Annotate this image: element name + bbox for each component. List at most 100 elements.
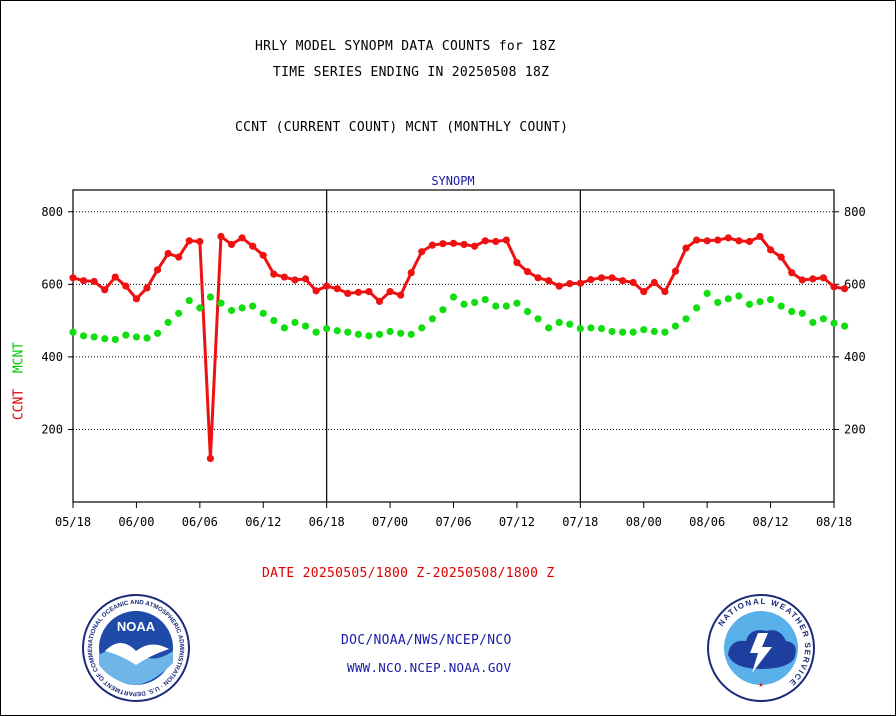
chart-title-line1: HRLY MODEL SYNOPM DATA COUNTS for 18Z	[255, 39, 556, 54]
data-point-mcnt	[238, 304, 246, 312]
data-point-mcnt	[534, 315, 542, 323]
data-point-ccnt	[90, 277, 98, 286]
x-tick-label: 08/00	[626, 515, 662, 529]
data-point-mcnt	[312, 328, 320, 336]
x-tick-label: 08/06	[689, 515, 725, 529]
series-ccnt	[69, 232, 849, 463]
data-point-mcnt	[333, 327, 341, 335]
org-path-link[interactable]: DOC/NOAA/NWS/NCEP/NCO	[341, 633, 512, 648]
data-point-ccnt	[196, 237, 204, 246]
x-tick-label: 06/18	[309, 515, 345, 529]
data-point-mcnt	[79, 332, 88, 340]
data-point-mcnt	[206, 293, 215, 301]
data-point-ccnt	[608, 274, 616, 282]
data-point-ccnt	[724, 234, 732, 242]
data-point-ccnt	[840, 285, 849, 293]
y-tick-label-left: 200	[41, 422, 63, 436]
data-point-mcnt	[375, 330, 384, 338]
data-point-ccnt	[788, 269, 796, 277]
data-point-mcnt	[344, 328, 352, 336]
data-point-mcnt	[566, 320, 574, 328]
data-point-ccnt	[502, 236, 510, 244]
y-tick-label-right: 800	[844, 205, 866, 219]
data-point-ccnt	[217, 232, 225, 241]
data-point-mcnt	[619, 328, 627, 336]
data-point-ccnt	[619, 277, 627, 285]
data-point-mcnt	[270, 317, 278, 325]
data-point-ccnt	[449, 239, 458, 247]
data-point-ccnt	[471, 242, 479, 250]
data-point-ccnt	[69, 274, 77, 282]
data-point-ccnt	[777, 253, 785, 261]
data-point-mcnt	[502, 302, 510, 310]
y-tick-label-left: 400	[41, 350, 63, 364]
data-point-ccnt	[354, 288, 362, 296]
data-point-ccnt	[312, 287, 320, 295]
data-point-mcnt	[629, 328, 637, 336]
data-point-ccnt	[629, 278, 637, 287]
data-point-mcnt	[471, 298, 479, 307]
data-point-mcnt	[798, 309, 806, 317]
data-point-mcnt	[703, 289, 711, 297]
data-point-ccnt	[428, 241, 436, 249]
x-tick-label: 08/12	[753, 515, 789, 529]
x-tick-label: 06/00	[118, 515, 154, 529]
data-point-ccnt	[661, 287, 669, 296]
plot-title: SYNOPM	[431, 174, 474, 188]
data-point-ccnt	[682, 244, 690, 252]
data-point-ccnt	[323, 282, 331, 290]
data-point-ccnt	[809, 275, 817, 283]
data-point-ccnt	[439, 240, 447, 248]
data-point-ccnt	[671, 267, 680, 275]
data-point-mcnt	[69, 328, 77, 336]
data-point-ccnt	[280, 273, 288, 281]
data-point-mcnt	[122, 331, 130, 339]
data-point-ccnt	[555, 282, 563, 290]
data-point-ccnt	[798, 276, 806, 284]
data-point-mcnt	[650, 327, 658, 336]
data-point-mcnt	[830, 319, 838, 327]
noaa-logo-text: NOAA	[117, 619, 156, 634]
data-point-ccnt	[407, 269, 415, 277]
data-point-ccnt	[344, 289, 352, 297]
data-point-mcnt	[291, 318, 299, 327]
data-point-mcnt	[555, 318, 563, 327]
data-point-ccnt	[386, 287, 394, 296]
y-tick-label-left: 600	[41, 277, 63, 291]
data-point-ccnt	[111, 273, 119, 281]
data-point-mcnt	[323, 324, 331, 333]
data-point-mcnt	[809, 318, 817, 327]
data-point-ccnt	[227, 240, 236, 249]
data-point-ccnt	[576, 279, 584, 287]
data-point-mcnt	[576, 324, 584, 333]
data-point-mcnt	[418, 324, 426, 332]
data-point-ccnt	[249, 242, 257, 250]
data-point-ccnt	[206, 454, 215, 463]
data-point-mcnt	[587, 324, 595, 332]
data-point-mcnt	[407, 330, 415, 338]
data-point-mcnt	[766, 295, 775, 304]
data-point-mcnt	[354, 330, 362, 338]
data-point-mcnt	[819, 315, 828, 323]
data-point-mcnt	[164, 318, 172, 327]
x-tick-label: 07/00	[372, 515, 408, 529]
data-point-ccnt	[79, 277, 88, 285]
data-point-ccnt	[418, 248, 426, 256]
data-point-ccnt	[597, 274, 606, 282]
data-point-mcnt	[185, 297, 193, 305]
x-tick-label: 05/18	[55, 515, 91, 529]
data-point-mcnt	[735, 292, 743, 300]
data-point-mcnt	[153, 329, 162, 337]
data-point-ccnt	[153, 266, 162, 274]
data-point-ccnt	[714, 236, 722, 244]
nws-logo: ★ NATIONAL WEATHER SERVICE	[707, 594, 815, 702]
data-point-mcnt	[714, 298, 722, 307]
data-point-mcnt	[724, 295, 732, 303]
data-point-ccnt	[185, 237, 193, 245]
data-point-mcnt	[671, 322, 680, 330]
website-link[interactable]: WWW.NCO.NCEP.NOAA.GOV	[347, 660, 512, 675]
data-point-mcnt	[175, 309, 183, 317]
data-point-ccnt	[640, 287, 648, 296]
chart-title-line2: TIME SERIES ENDING IN 20250508 18Z	[273, 65, 550, 80]
data-point-mcnt	[196, 304, 204, 312]
